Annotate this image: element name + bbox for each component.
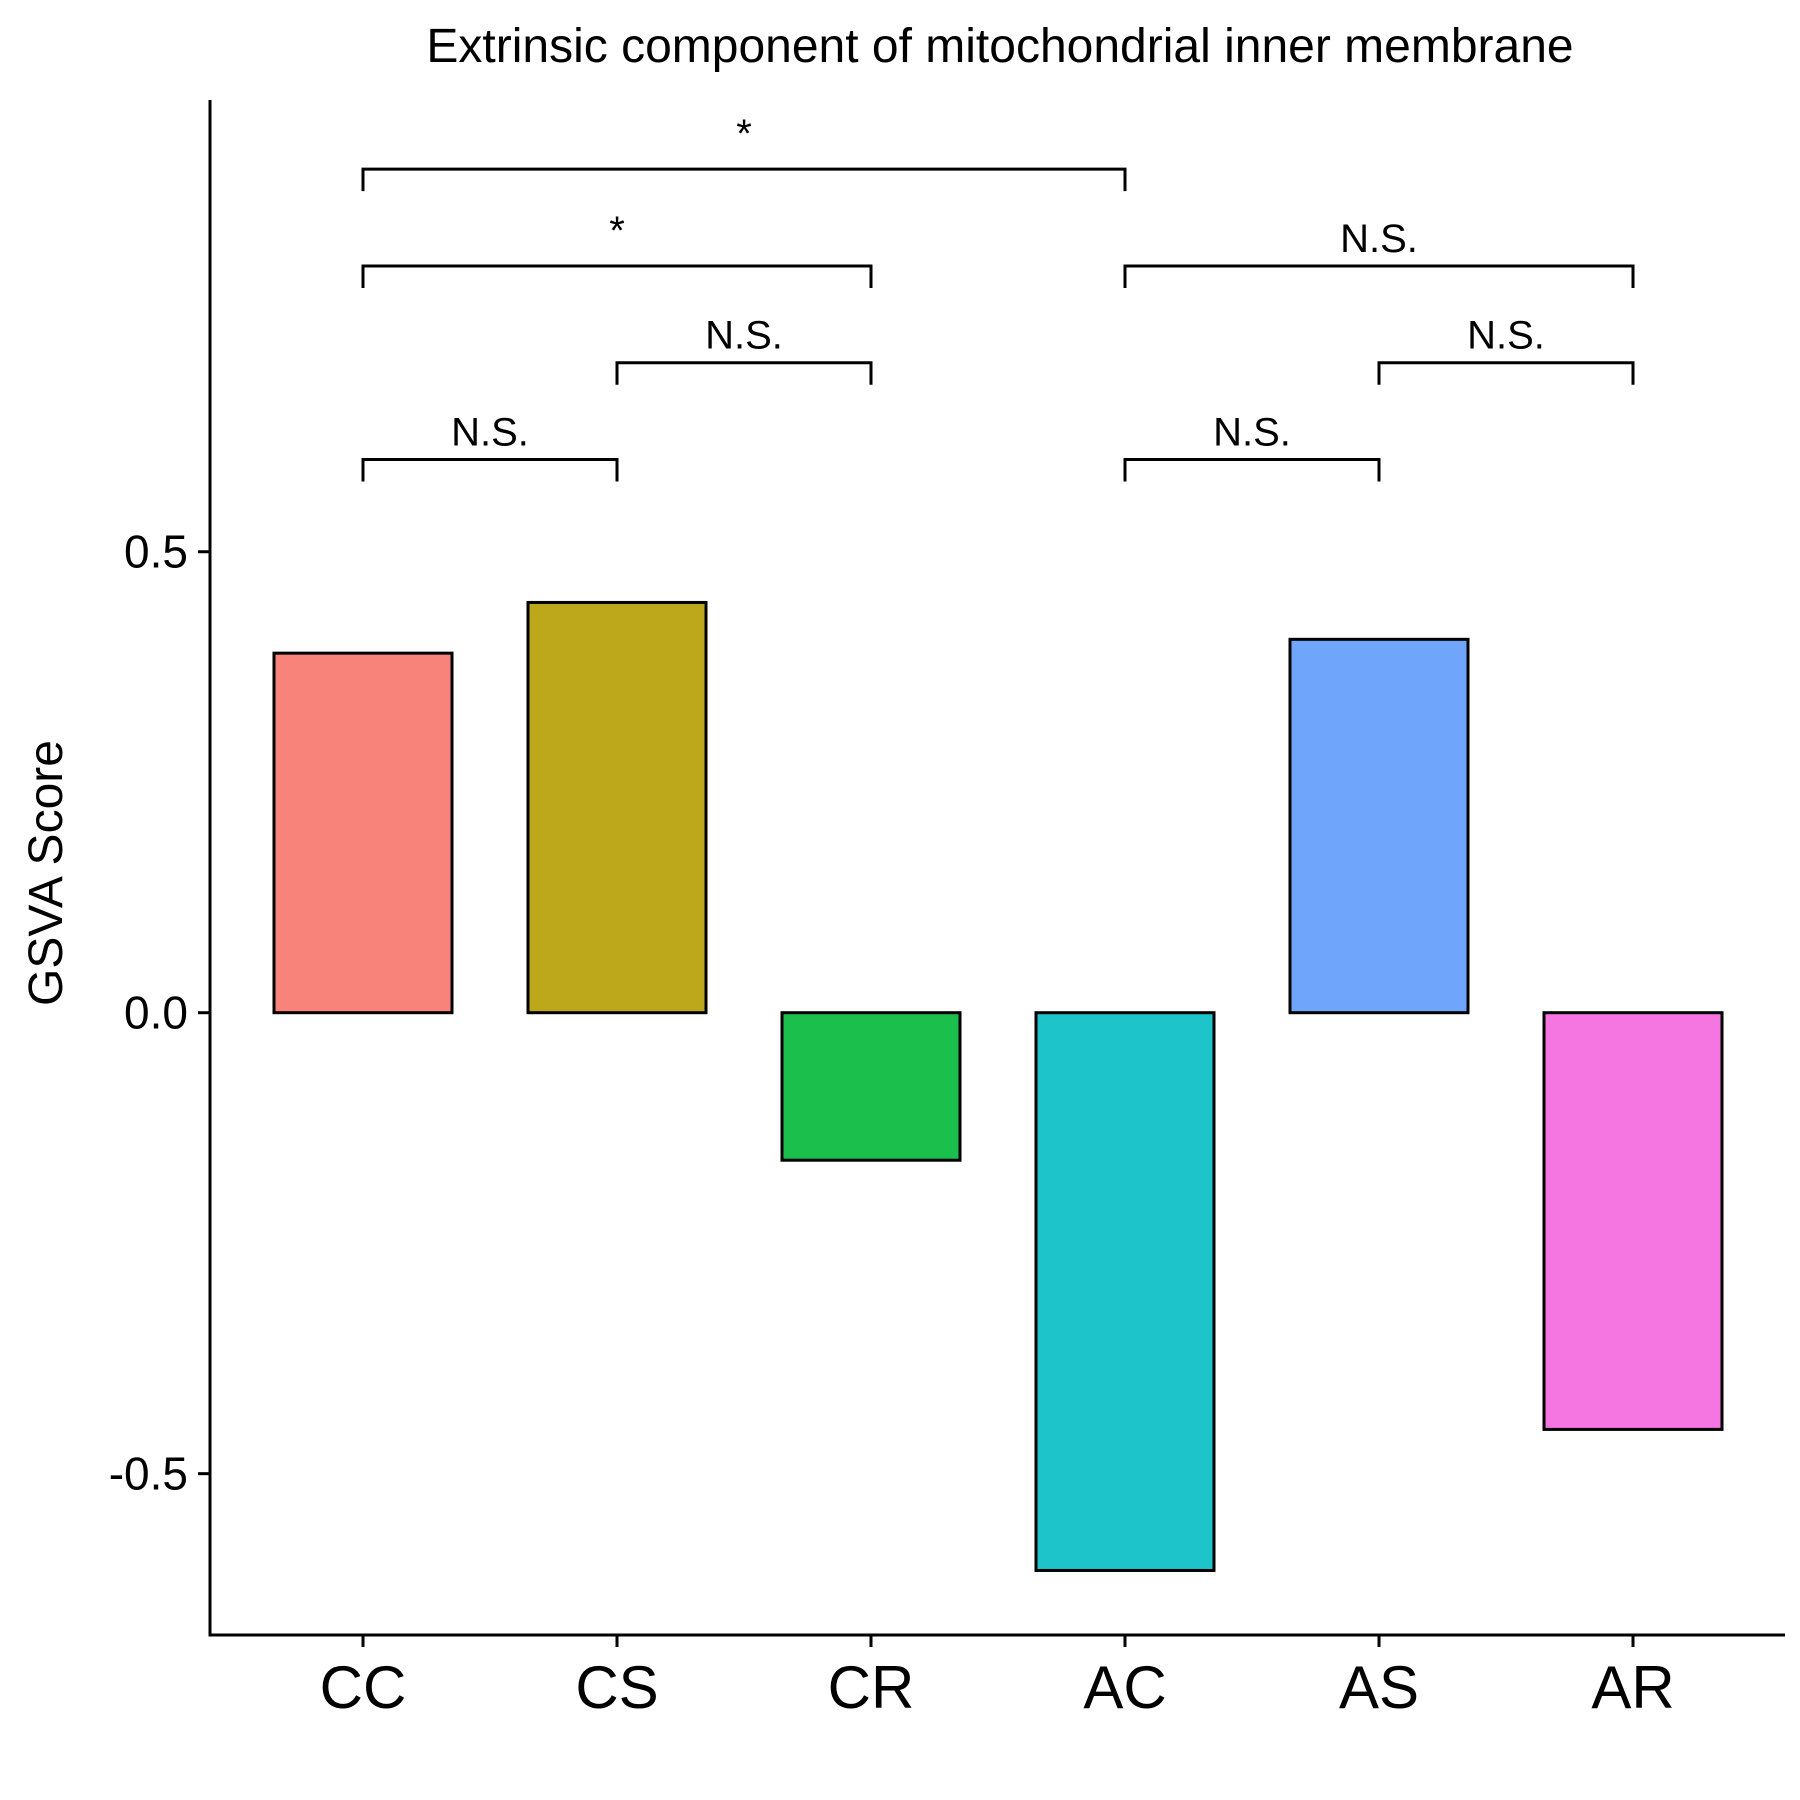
bar-ar bbox=[1542, 1011, 1724, 1431]
significance-bracket bbox=[615, 361, 873, 385]
plot-area: -0.5 0.0 0.5 CC CS CR AC AS AR N.S. N.S. * * N.S. N.S.… bbox=[109, 100, 1785, 1721]
x-tick-label: AR bbox=[1591, 1654, 1674, 1721]
x-tick-label: CR bbox=[828, 1654, 915, 1721]
bar-cs bbox=[526, 600, 708, 1015]
significance-bracket bbox=[361, 264, 873, 288]
bar-cc bbox=[272, 651, 454, 1015]
bar-cr bbox=[780, 1011, 962, 1162]
significance-label: N.S. bbox=[451, 411, 529, 455]
significance-bracket bbox=[361, 458, 619, 482]
significance-bracket bbox=[1377, 361, 1635, 385]
x-tick-label: CS bbox=[575, 1654, 658, 1721]
significance-label: N.S. bbox=[705, 314, 783, 358]
bar-as bbox=[1288, 637, 1470, 1015]
significance-bracket bbox=[1123, 458, 1381, 482]
significance-label: N.S. bbox=[1213, 411, 1291, 455]
y-tick-label: 0.0 bbox=[124, 987, 188, 1039]
y-tick-label: -0.5 bbox=[109, 1448, 188, 1500]
x-tick-label: CC bbox=[320, 1654, 407, 1721]
significance-label: N.S. bbox=[1467, 314, 1545, 358]
significance-label: N.S. bbox=[1340, 217, 1418, 261]
bar-ac bbox=[1034, 1011, 1216, 1572]
y-tick-label: 0.5 bbox=[124, 526, 188, 578]
significance-bracket bbox=[361, 167, 1127, 192]
x-tick-label: AS bbox=[1339, 1654, 1419, 1721]
significance-label: * bbox=[736, 112, 752, 156]
chart-title: Extrinsic component of mitochondrial inn… bbox=[426, 20, 1573, 73]
significance-label: * bbox=[609, 209, 625, 253]
significance-bracket bbox=[1123, 264, 1635, 288]
y-axis-title: GSVA Score bbox=[20, 740, 73, 1006]
x-tick-label: AC bbox=[1083, 1654, 1166, 1721]
